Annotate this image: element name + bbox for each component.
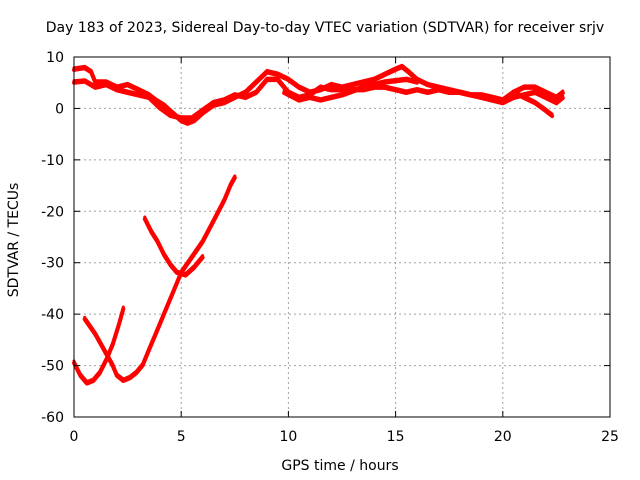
series-line-4 <box>511 91 555 119</box>
tick-labels: 0 5 10 15 20 25 10 0 -10 -20 -30 -40 -50 -60 <box>41 50 619 445</box>
y-tick-label: -20 <box>41 204 64 220</box>
plot-frame <box>73 56 611 418</box>
series-line-3-band <box>282 76 419 101</box>
y-tick-label: 10 <box>46 50 64 66</box>
series-line-4-band <box>512 89 554 116</box>
series-line-5 <box>82 175 237 383</box>
series-line-7-band <box>143 215 205 276</box>
x-tick-label: 0 <box>70 429 79 445</box>
y-tick-label: -40 <box>41 307 64 323</box>
series-line-5-band <box>83 174 237 381</box>
y-tick-label: -30 <box>41 256 64 272</box>
x-tick-label: 10 <box>279 429 297 445</box>
series-layer <box>72 63 565 386</box>
x-tick-label: 20 <box>494 429 512 445</box>
series-line-6-band <box>72 305 125 384</box>
x-tick-label: 15 <box>387 429 405 445</box>
y-axis-label: SDTVAR / TECUs <box>6 183 22 298</box>
series-line-2-band <box>72 76 565 119</box>
x-tick-label: 25 <box>601 429 619 445</box>
y-tick-label: -10 <box>41 153 64 169</box>
grid-lines <box>74 57 610 417</box>
series-line-3 <box>282 78 419 103</box>
axis-ticks <box>73 56 611 418</box>
chart-title: Day 183 of 2023, Sidereal Day-to-day VTE… <box>46 20 604 36</box>
y-tick-label: -50 <box>41 359 64 375</box>
y-tick-label: -60 <box>41 410 64 426</box>
x-tick-label: 5 <box>177 429 186 445</box>
series-line-1-band <box>72 63 565 124</box>
x-axis-label: GPS time / hours <box>281 458 398 474</box>
y-tick-label: 0 <box>55 101 64 117</box>
